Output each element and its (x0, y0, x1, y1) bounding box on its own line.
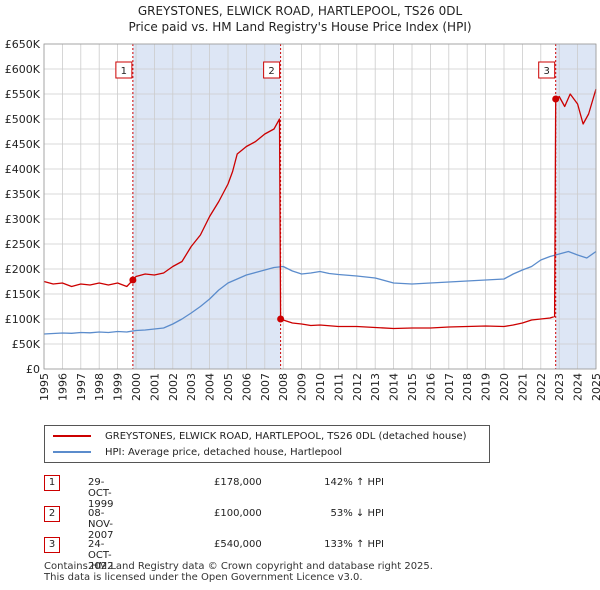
y-tick-label: £0 (26, 363, 40, 376)
x-tick-label: 1996 (56, 373, 69, 401)
footer-copyright: Contains HM Land Registry data © Crown c… (44, 561, 433, 572)
x-tick-label: 2014 (388, 373, 401, 401)
transaction-number: 2 (44, 506, 60, 522)
chart-title-address: GREYSTONES, ELWICK ROAD, HARTLEPOOL, TS2… (137, 4, 463, 18)
x-tick-label: 2000 (130, 373, 143, 401)
y-tick-label: £150K (5, 288, 41, 301)
y-tick-label: £650K (5, 38, 41, 51)
x-tick-label: 2025 (590, 373, 600, 401)
sale-number-label: 2 (268, 66, 274, 77)
legend-label-hpi: HPI: Average price, detached house, Hart… (105, 446, 343, 458)
y-tick-label: £50K (12, 338, 41, 351)
price-chart: 1 2 3 £0 £50K £100K £150K £200K £250K £300K £350K £… (5, 38, 600, 401)
x-tick-label: 2022 (535, 373, 548, 401)
y-tick-label: £400K (5, 163, 41, 176)
sale-number-box (538, 61, 556, 79)
y-tick-label: £600K (5, 63, 41, 76)
hpi-series-line (43, 250, 597, 335)
transaction-number: 1 (44, 475, 60, 491)
sale-point (552, 95, 560, 103)
x-tick-label: 2019 (480, 373, 493, 401)
x-tick-label: 2021 (516, 373, 529, 401)
sale-number-label: 3 (544, 66, 550, 77)
x-tick-label: 2007 (259, 373, 272, 401)
transaction-price: £540,000 (214, 539, 262, 550)
legend-label-property: GREYSTONES, ELWICK ROAD, HARTLEPOOL, TS2… (105, 430, 467, 442)
sale-number-box (115, 61, 133, 79)
x-tick-label: 1998 (93, 373, 106, 401)
x-tick-label: 2012 (351, 373, 364, 401)
x-tick-label: 2008 (277, 373, 290, 401)
sale-number-box (263, 61, 281, 79)
transaction-price: £100,000 (214, 508, 262, 519)
transaction-hpi-change: 142% ↑ HPI (324, 477, 384, 488)
x-tick-label: 2015 (406, 373, 419, 401)
legend-item-property: GREYSTONES, ELWICK ROAD, HARTLEPOOL, TS2… (53, 428, 467, 444)
x-tick-label: 2003 (185, 373, 198, 401)
x-tick-label: 1999 (112, 373, 125, 401)
legend-swatch-hpi (53, 451, 91, 453)
transaction-price: £178,000 (214, 477, 262, 488)
x-tick-label: 1995 (38, 373, 51, 401)
x-tick-label: 2016 (424, 373, 437, 401)
sale-point (129, 276, 137, 284)
transaction-date: 08-NOV-2007 (88, 508, 114, 541)
legend-swatch-property (53, 435, 91, 437)
x-tick-label: 2002 (167, 373, 180, 401)
ownership-shaded-region (555, 44, 596, 369)
legend-item-hpi: HPI: Average price, detached house, Hart… (53, 444, 342, 460)
y-tick-label: £300K (5, 213, 41, 226)
sale-number-label: 1 (121, 66, 127, 77)
y-tick-label: £350K (5, 188, 41, 201)
x-tick-label: 2009 (296, 373, 309, 401)
sale-point (277, 315, 285, 323)
x-tick-label: 2006 (240, 373, 253, 401)
x-tick-label: 1997 (75, 373, 88, 401)
ownership-shaded-region (132, 44, 281, 369)
x-tick-label: 2010 (314, 373, 327, 401)
y-tick-label: £250K (5, 238, 41, 251)
y-tick-label: £500K (5, 113, 41, 126)
y-tick-label: £100K (5, 313, 41, 326)
chart-subtitle: Price paid vs. HM Land Registry's House … (128, 20, 472, 34)
x-tick-label: 2005 (222, 373, 235, 401)
x-tick-label: 2017 (443, 373, 456, 401)
y-tick-label: £450K (5, 138, 41, 151)
x-tick-label: 2024 (572, 373, 585, 401)
plot-area-frame (43, 43, 597, 370)
x-tick-label: 2013 (369, 373, 382, 401)
x-tick-label: 2018 (461, 373, 474, 401)
transaction-number: 3 (44, 537, 60, 553)
x-tick-label: 2004 (204, 373, 217, 401)
x-tick-label: 2011 (332, 373, 345, 401)
y-tick-label: £550K (5, 88, 41, 101)
transaction-hpi-change: 133% ↑ HPI (324, 539, 384, 550)
x-tick-label: 2023 (553, 373, 566, 401)
x-tick-label: 2001 (148, 373, 161, 401)
footer-licence: This data is licensed under the Open Gov… (44, 572, 363, 583)
chart-legend: GREYSTONES, ELWICK ROAD, HARTLEPOOL, TS2… (44, 425, 490, 463)
transaction-date: 24-OCT-2022 (88, 539, 114, 572)
x-tick-label: 2020 (498, 373, 511, 401)
y-tick-label: £200K (5, 263, 41, 276)
transaction-hpi-change: 53% ↓ HPI (330, 508, 384, 519)
transaction-date: 29-OCT-1999 (88, 477, 114, 510)
